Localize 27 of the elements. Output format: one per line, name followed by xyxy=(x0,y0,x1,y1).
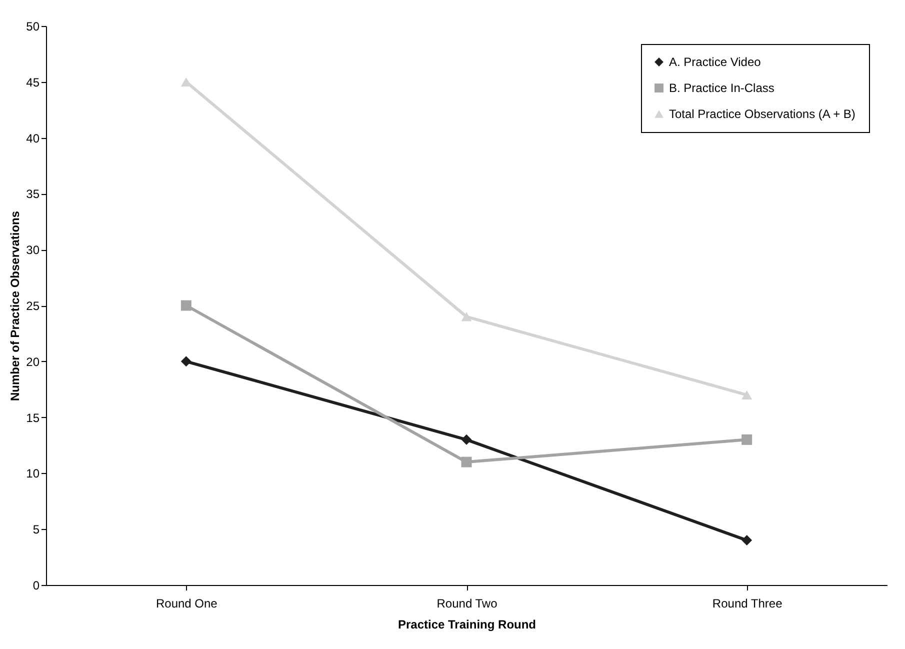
y-tick-label: 45 xyxy=(26,75,40,90)
x-axis-title: Practice Training Round xyxy=(398,618,536,632)
y-tick-label: 20 xyxy=(26,354,40,369)
point xyxy=(180,356,192,367)
y-tick-label: 35 xyxy=(26,187,40,202)
legend-label: Total Practice Observations (A + B) xyxy=(669,107,856,121)
y-tick-label: 40 xyxy=(26,131,40,146)
point xyxy=(461,312,472,322)
point xyxy=(461,456,472,468)
x-tick-label: Round Two xyxy=(436,596,498,610)
x-tick-label: Round Three xyxy=(712,596,783,610)
point xyxy=(742,434,752,445)
y-axis-title: Number of Practice Observations xyxy=(8,210,22,402)
y-tick-label: 50 xyxy=(26,20,40,34)
y-tick-label: 15 xyxy=(26,410,40,425)
y-tick-label: 5 xyxy=(32,522,40,537)
x-tick-label: Round One xyxy=(156,596,218,610)
y-tick-label: 10 xyxy=(26,466,40,481)
y-tick-label: 0 xyxy=(32,578,40,592)
y-tick-label: 25 xyxy=(26,299,40,313)
y-tick-label: 30 xyxy=(26,243,40,258)
point xyxy=(742,535,752,546)
point xyxy=(180,300,192,311)
point xyxy=(461,434,472,445)
legend-label: A. Practice Video xyxy=(669,55,762,69)
legend-label: B. Practice In-Class xyxy=(669,81,774,95)
point xyxy=(742,390,752,400)
